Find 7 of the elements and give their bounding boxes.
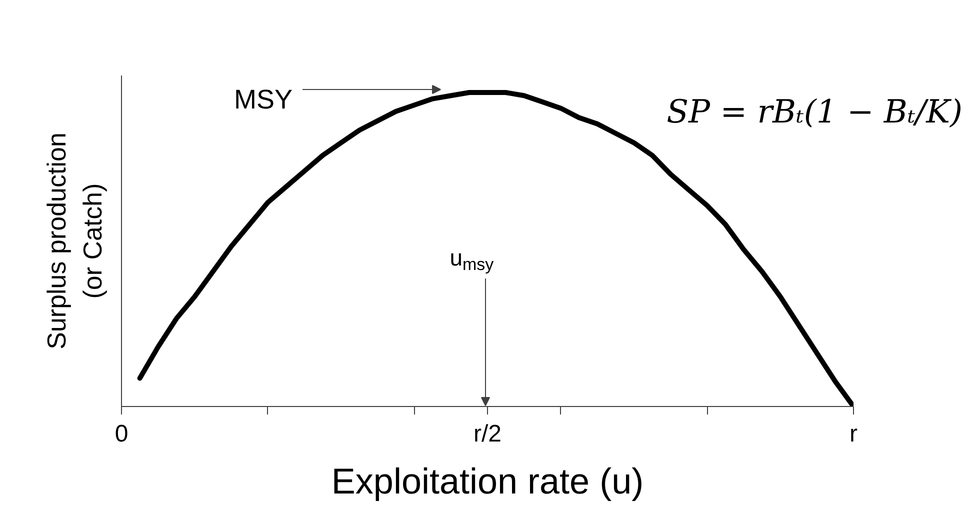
x-tick-label: r/2 bbox=[473, 420, 502, 448]
y-axis-title: Surplus production (or Catch) bbox=[42, 132, 108, 350]
x-tick-label: 0 bbox=[114, 420, 128, 448]
annotation: SP = rBₜ(1 − Bₜ/K) bbox=[666, 92, 962, 130]
x-axis-title: Exploitation rate (u) bbox=[331, 460, 644, 502]
annotation: MSY bbox=[234, 84, 293, 114]
x-tick-label: r bbox=[850, 420, 858, 448]
